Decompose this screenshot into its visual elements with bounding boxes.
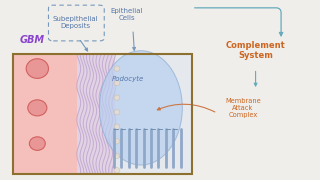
Ellipse shape — [28, 100, 47, 116]
Ellipse shape — [114, 168, 120, 173]
Text: Subepithelial
Deposits: Subepithelial Deposits — [53, 16, 98, 29]
Ellipse shape — [100, 51, 182, 165]
Ellipse shape — [114, 153, 120, 159]
Ellipse shape — [114, 109, 120, 115]
Text: GBM: GBM — [20, 35, 45, 45]
Ellipse shape — [29, 137, 45, 150]
Bar — [13, 54, 192, 174]
Text: Complement
System: Complement System — [226, 41, 285, 60]
Ellipse shape — [114, 139, 120, 144]
Bar — [116, 54, 192, 174]
Ellipse shape — [114, 95, 120, 100]
Ellipse shape — [26, 59, 49, 78]
Text: Podocyte: Podocyte — [112, 76, 144, 82]
Ellipse shape — [114, 66, 120, 71]
Text: Membrane
Attack
Complex: Membrane Attack Complex — [225, 98, 261, 118]
Bar — [13, 54, 77, 174]
Bar — [77, 54, 116, 174]
Ellipse shape — [114, 124, 120, 129]
Ellipse shape — [114, 80, 120, 86]
Text: Epithelial
Cells: Epithelial Cells — [110, 8, 143, 21]
